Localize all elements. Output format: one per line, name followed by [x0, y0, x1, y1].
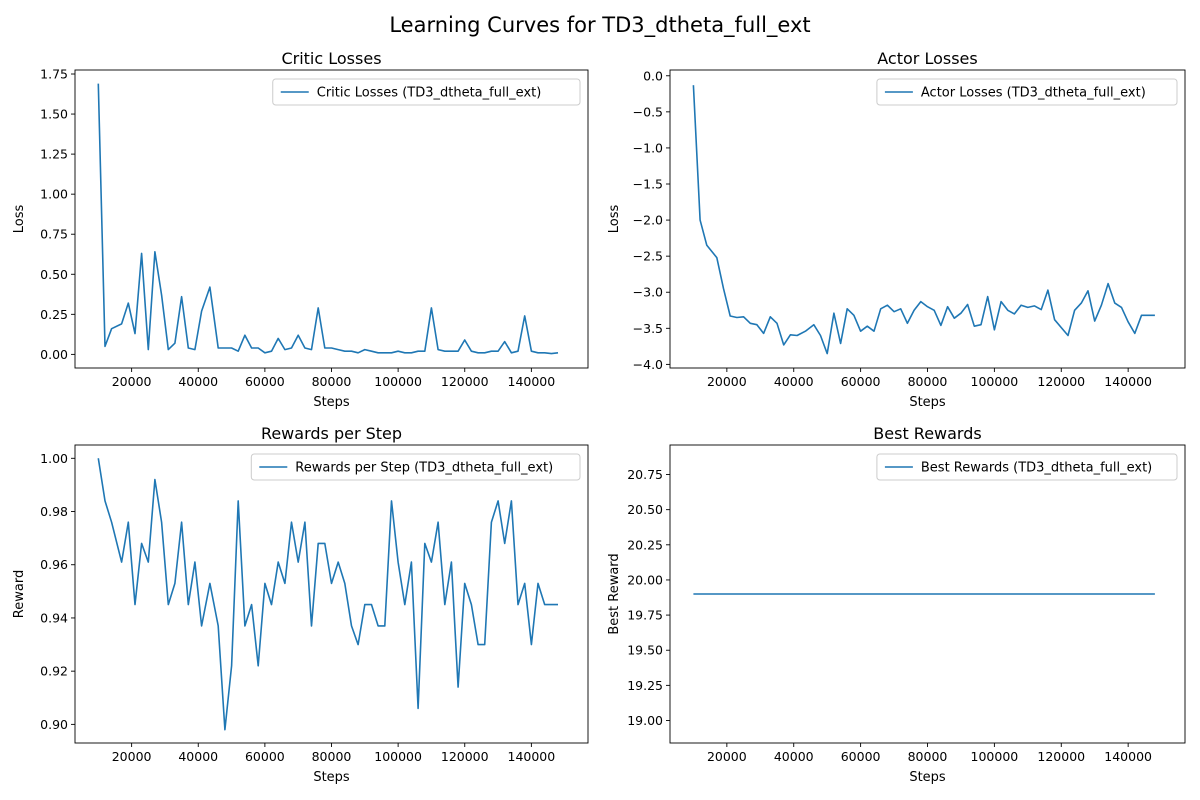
chart-title: Rewards per Step	[261, 424, 402, 443]
chart-panel-1: Critic Losses 20000 40000 60000 80000 100000 1…	[12, 49, 589, 410]
y-tick-label: 0.50	[40, 267, 68, 282]
x-axis-label: Steps	[909, 395, 946, 410]
plot-frame	[74, 69, 589, 369]
x-tick-label: 120000	[1037, 374, 1085, 389]
legend-box	[250, 453, 581, 481]
x-tick-label: 40000	[774, 374, 814, 389]
y-tick-label: 0.96	[40, 557, 68, 572]
chart-panel-4: Best Rewards 20000 40000 60000 80000 100000 12…	[607, 424, 1186, 785]
legend-box	[876, 78, 1178, 106]
x-tick-label: 140000	[1104, 374, 1152, 389]
x-tick-label: 120000	[441, 749, 489, 764]
x-tick-label: 80000	[908, 749, 948, 764]
y-tick-label: −4.0	[633, 357, 663, 372]
plot-frame	[74, 444, 589, 744]
legend-box	[272, 78, 581, 106]
series-line	[97, 83, 559, 355]
chart-title: Actor Losses	[877, 49, 977, 68]
x-tick-label: 40000	[178, 749, 218, 764]
plot-frame	[669, 69, 1186, 369]
x-tick-label: 60000	[245, 749, 285, 764]
y-tick-label: 1.25	[40, 147, 68, 162]
y-tick-label: 19.00	[627, 713, 663, 728]
x-tick-label: 40000	[178, 374, 218, 389]
y-tick-label: 20.00	[627, 572, 663, 587]
y-tick-label: −1.5	[633, 177, 663, 192]
figure-title: Learning Curves for TD3_dtheta_full_ext	[389, 13, 810, 38]
y-tick-label: 0.0	[643, 68, 663, 83]
x-axis-label: Steps	[313, 395, 350, 410]
y-tick-label: 19.50	[627, 643, 663, 658]
y-tick-label: −3.5	[633, 321, 663, 336]
series-line	[692, 85, 1155, 355]
y-tick-label: 0.00	[40, 347, 68, 362]
y-tick-label: −1.0	[633, 140, 663, 155]
chart-title: Critic Losses	[281, 49, 381, 68]
y-axis-label: Reward	[12, 570, 27, 618]
y-tick-label: 0.25	[40, 307, 68, 322]
x-tick-label: 140000	[508, 749, 556, 764]
y-tick-label: −2.5	[633, 249, 663, 264]
x-tick-label: 60000	[245, 374, 285, 389]
y-tick-label: 0.92	[40, 664, 68, 679]
x-tick-label: 140000	[1104, 749, 1152, 764]
y-tick-label: −0.5	[633, 104, 663, 119]
x-tick-label: 140000	[508, 374, 556, 389]
chart-title: Best Rewards	[873, 424, 981, 443]
series-line	[97, 458, 558, 731]
legend-label: Rewards per Step (TD3_dtheta_full_ext)	[295, 461, 553, 476]
x-tick-label: 100000	[374, 374, 422, 389]
y-axis-label: Loss	[12, 205, 27, 234]
y-tick-label: 19.25	[627, 678, 663, 693]
x-tick-label: 60000	[841, 749, 881, 764]
x-tick-label: 20000	[707, 374, 747, 389]
y-tick-label: 1.50	[40, 107, 68, 122]
y-tick-label: 0.94	[40, 610, 68, 625]
y-tick-label: 0.75	[40, 227, 68, 242]
legend-label: Critic Losses (TD3_dtheta_full_ext)	[317, 86, 542, 101]
x-tick-label: 60000	[841, 374, 881, 389]
x-tick-label: 80000	[312, 374, 352, 389]
x-tick-label: 100000	[971, 374, 1019, 389]
y-tick-label: 0.90	[40, 717, 68, 732]
y-tick-label: −2.0	[633, 213, 663, 228]
legend-box	[876, 453, 1178, 481]
x-tick-label: 80000	[312, 749, 352, 764]
chart-panel-3: Rewards per Step 20000 40000 60000 80000 1000…	[12, 424, 589, 785]
y-tick-label: 1.00	[40, 451, 68, 466]
x-tick-label: 20000	[112, 374, 152, 389]
y-tick-label: 20.75	[627, 467, 663, 482]
plot-frame	[669, 444, 1186, 744]
y-tick-label: 20.50	[627, 502, 663, 517]
chart-panel-2: Actor Losses 20000 40000 60000 80000 100000 12…	[607, 49, 1186, 410]
y-tick-label: 20.25	[627, 537, 663, 552]
x-tick-label: 20000	[707, 749, 747, 764]
x-tick-label: 100000	[971, 749, 1019, 764]
y-axis-label: Best Reward	[607, 553, 622, 634]
x-tick-label: 80000	[908, 374, 948, 389]
x-tick-label: 20000	[112, 749, 152, 764]
x-tick-label: 120000	[441, 374, 489, 389]
y-axis-label: Loss	[607, 205, 622, 234]
x-tick-label: 100000	[374, 749, 422, 764]
x-axis-label: Steps	[909, 770, 946, 785]
x-tick-label: 40000	[774, 749, 814, 764]
legend-label: Actor Losses (TD3_dtheta_full_ext)	[921, 86, 1146, 101]
y-tick-label: 1.00	[40, 187, 68, 202]
y-tick-label: −3.0	[633, 285, 663, 300]
y-tick-label: 19.75	[627, 608, 663, 623]
x-tick-label: 120000	[1037, 749, 1085, 764]
x-axis-label: Steps	[313, 770, 350, 785]
y-tick-label: 0.98	[40, 504, 68, 519]
legend-label: Best Rewards (TD3_dtheta_full_ext)	[921, 461, 1152, 476]
y-tick-label: 1.75	[40, 67, 68, 82]
